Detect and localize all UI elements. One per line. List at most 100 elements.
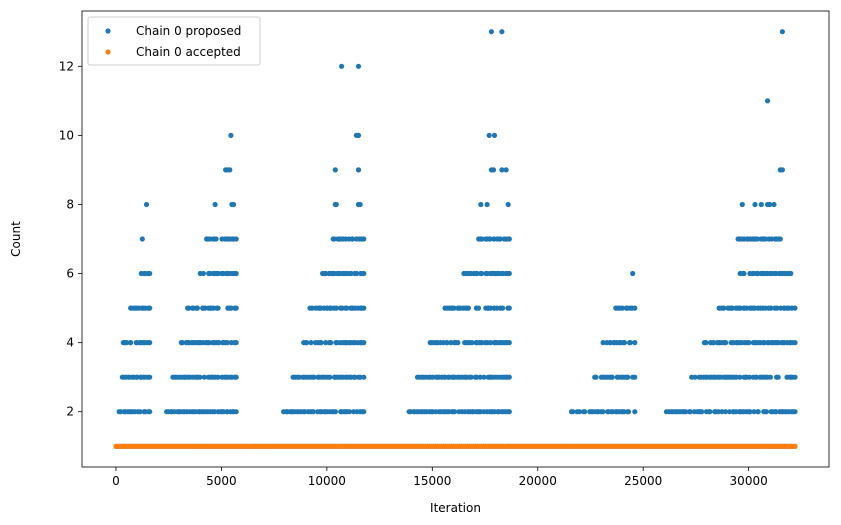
proposed-point: [465, 305, 471, 311]
proposed-point: [722, 409, 729, 415]
legend-marker-accepted: [105, 49, 111, 55]
proposed-point: [361, 340, 367, 346]
proposed-point: [455, 340, 461, 346]
proposed-point: [311, 374, 317, 380]
proposed-point: [318, 340, 324, 346]
proposed-point: [600, 340, 606, 346]
proposed-point: [729, 305, 735, 311]
x-tick-label: 25000: [624, 474, 662, 488]
proposed-point: [751, 409, 757, 415]
proposed-point: [767, 201, 773, 208]
proposed-point: [147, 374, 153, 380]
proposed-point: [487, 305, 494, 311]
proposed-point: [215, 374, 221, 380]
proposed-point: [304, 340, 310, 346]
legend-label-accepted: Chain 0 accepted: [136, 45, 241, 59]
proposed-point: [332, 167, 338, 173]
proposed-point: [506, 305, 512, 311]
proposed-point: [737, 374, 743, 380]
proposed-point: [487, 340, 494, 346]
proposed-point: [484, 201, 490, 208]
proposed-point: [344, 305, 350, 311]
proposed-point: [361, 374, 367, 380]
proposed-point: [792, 409, 798, 415]
proposed-point: [327, 374, 333, 380]
proposed-point: [212, 201, 218, 208]
proposed-point: [354, 270, 360, 277]
proposed-point: [505, 201, 511, 208]
accepted-point: [792, 443, 798, 449]
proposed-point: [765, 98, 771, 104]
proposed-point: [233, 340, 239, 346]
proposed-point: [503, 167, 509, 173]
proposed-point: [506, 374, 512, 380]
proposed-point: [747, 409, 753, 415]
proposed-point: [355, 132, 362, 138]
proposed-point: [769, 236, 775, 242]
proposed-point: [758, 201, 764, 208]
proposed-point: [703, 340, 709, 346]
proposed-point: [506, 340, 512, 346]
proposed-point: [233, 409, 239, 415]
proposed-point: [216, 340, 222, 346]
proposed-point: [792, 340, 798, 346]
proposed-point: [128, 340, 134, 346]
proposed-point: [487, 236, 493, 242]
proposed-point: [755, 409, 761, 415]
x-tick-label: 5000: [206, 474, 237, 488]
proposed-point: [346, 409, 352, 415]
proposed-point: [147, 340, 153, 346]
proposed-point: [632, 409, 638, 415]
proposed-point: [773, 409, 779, 415]
proposed-point: [609, 374, 615, 380]
legend: Chain 0 proposed Chain 0 accepted: [87, 16, 261, 66]
proposed-point: [124, 340, 130, 346]
x-axis-ticks: 0 5000 10000 15000 20000 25000 30000: [112, 467, 768, 488]
proposed-point: [361, 305, 367, 311]
proposed-point: [361, 270, 367, 277]
y-tick-label: 6: [66, 267, 74, 281]
plot-frame: [81, 10, 830, 468]
proposed-point: [350, 236, 356, 242]
proposed-point: [486, 132, 492, 138]
y-tick-label: 12: [59, 59, 74, 73]
proposed-point: [739, 201, 745, 208]
proposed-point: [768, 305, 774, 311]
proposed-point: [621, 409, 627, 415]
proposed-point: [775, 374, 781, 380]
proposed-point: [202, 305, 208, 311]
proposed-point: [143, 201, 150, 208]
proposed-point: [692, 374, 698, 380]
proposed-point: [328, 340, 334, 346]
proposed-point: [231, 201, 237, 208]
proposed-point: [147, 409, 153, 415]
proposed-point: [147, 305, 153, 311]
proposed-point: [500, 305, 506, 311]
proposed-point: [186, 305, 192, 311]
proposed-point: [753, 374, 760, 380]
proposed-point: [506, 270, 512, 277]
proposed-point: [233, 305, 239, 311]
proposed-point: [771, 201, 777, 208]
proposed-point: [788, 270, 794, 277]
proposed-point: [479, 236, 485, 242]
proposed-point: [333, 201, 339, 208]
proposed-point: [468, 374, 474, 380]
proposed-point: [721, 305, 727, 311]
proposed-point: [619, 305, 625, 311]
proposed-point: [137, 409, 143, 415]
legend-marker-proposed: [105, 28, 111, 34]
proposed-point: [481, 374, 487, 380]
proposed-point: [474, 270, 480, 277]
proposed-point: [357, 201, 363, 208]
proposed-point: [707, 409, 713, 415]
x-tick-label: 30000: [730, 474, 768, 488]
proposed-point: [197, 374, 203, 380]
proposed-point: [711, 340, 717, 346]
proposed-point: [497, 236, 503, 242]
proposed-point: [308, 340, 314, 346]
proposed-point: [139, 236, 145, 242]
proposed-point: [627, 340, 633, 346]
